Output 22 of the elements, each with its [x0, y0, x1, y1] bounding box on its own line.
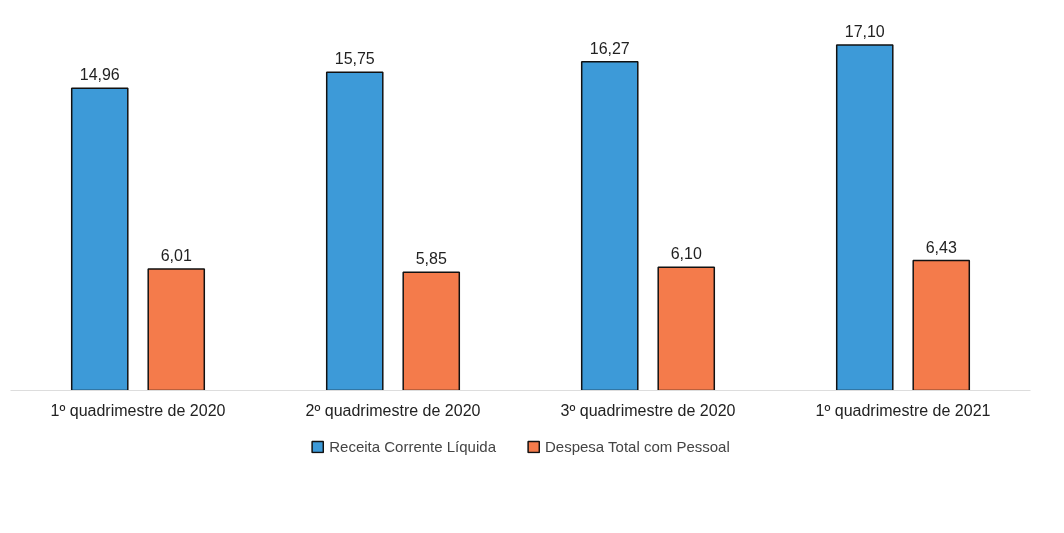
data-label: 14,96 — [79, 66, 120, 84]
bar — [70, 87, 129, 391]
bar — [657, 266, 716, 391]
x-tick-label: 1º quadrimestre de 2021 — [815, 401, 991, 419]
data-label: 6,10 — [670, 245, 702, 263]
x-tick-label: 3º quadrimestre de 2020 — [560, 401, 736, 419]
legend-label: Receita Corrente Líquida — [329, 437, 496, 455]
data-label: 6,01 — [160, 247, 192, 265]
x-tick-label: 1º quadrimestre de 2020 — [50, 401, 226, 419]
data-label: 5,85 — [415, 250, 447, 268]
bar — [402, 271, 461, 391]
data-label: 17,10 — [844, 23, 885, 41]
data-label: 16,27 — [589, 39, 630, 57]
data-label: 6,43 — [925, 238, 957, 256]
bar — [147, 268, 206, 391]
bar — [580, 61, 639, 391]
x-tick-label: 2º quadrimestre de 2020 — [305, 401, 481, 419]
bar — [912, 259, 971, 391]
data-label: 15,75 — [334, 50, 375, 68]
legend-label: Despesa Total com Pessoal — [544, 437, 730, 455]
bar — [325, 71, 384, 391]
bar — [835, 44, 894, 391]
